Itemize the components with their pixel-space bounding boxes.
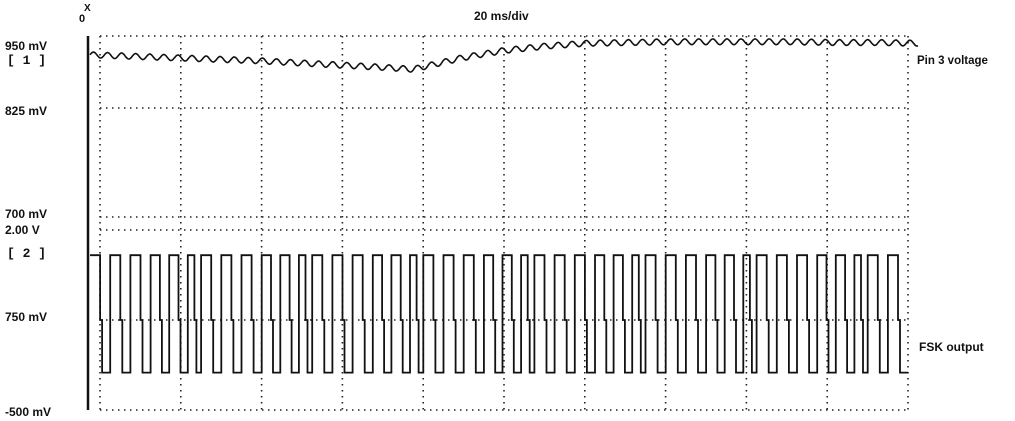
- ch1-trace-label: Pin 3 voltage: [917, 55, 988, 67]
- ch2-scale-bottom: -500 mV: [5, 405, 52, 419]
- channel-2-trace: [90, 254, 908, 374]
- ch1-scale-mid: 825 mV: [5, 104, 48, 118]
- trigger-marker: X: [84, 3, 91, 14]
- trigger-origin: 0: [79, 13, 86, 25]
- ch1-bracket: [ 1 ]: [7, 53, 47, 68]
- ch1-scale-bottom: 700 mV: [5, 207, 48, 221]
- ch2-scale-mid: 750 mV: [5, 310, 48, 324]
- ch2-scale-top: 2.00 V: [5, 223, 40, 237]
- timebase-title: 20 ms/div: [474, 9, 529, 23]
- channel-1-trace: [89, 38, 919, 73]
- ch2-trace-label: FSK output: [919, 340, 984, 354]
- ch1-scale-top: 950 mV: [5, 39, 48, 53]
- graticule-grid: [99, 35, 909, 411]
- ch2-bracket: [ 2 ]: [7, 246, 47, 261]
